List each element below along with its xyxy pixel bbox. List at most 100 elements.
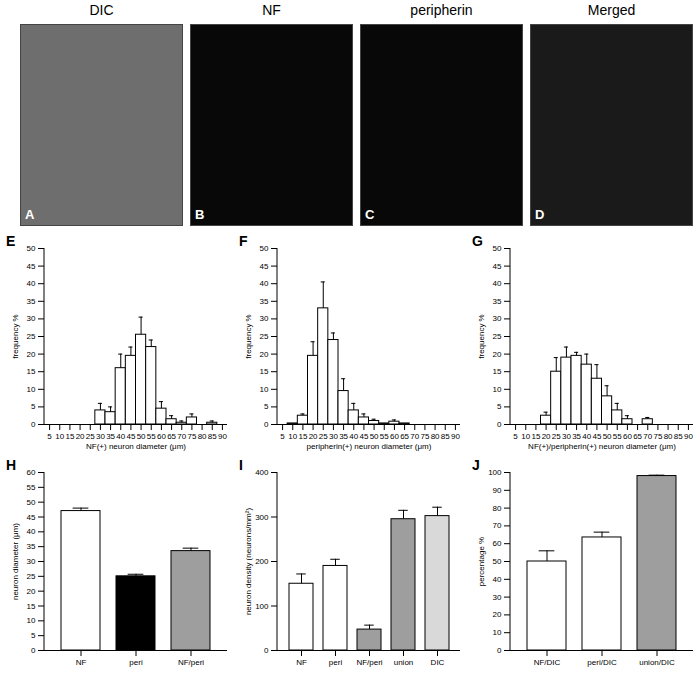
svg-text:frequency %: frequency % <box>11 314 20 358</box>
svg-text:20: 20 <box>260 350 269 359</box>
svg-text:55: 55 <box>380 432 389 441</box>
svg-text:union: union <box>394 658 414 667</box>
svg-text:30: 30 <box>562 432 571 441</box>
svg-text:60: 60 <box>390 432 399 441</box>
svg-text:40: 40 <box>260 279 269 288</box>
svg-text:NF/DIC: NF/DIC <box>534 658 561 667</box>
svg-text:75: 75 <box>187 432 196 441</box>
svg-text:55: 55 <box>613 432 622 441</box>
svg-text:200: 200 <box>255 557 269 566</box>
svg-text:90: 90 <box>493 486 502 495</box>
svg-text:25: 25 <box>319 432 328 441</box>
svg-text:35: 35 <box>27 542 36 551</box>
svg-text:90: 90 <box>218 432 227 441</box>
svg-text:NF: NF <box>296 658 307 667</box>
svg-text:20: 20 <box>27 587 36 596</box>
svg-text:neuron density (neurons/mm²): neuron density (neurons/mm²) <box>244 508 253 615</box>
svg-text:5: 5 <box>264 402 269 411</box>
svg-text:15: 15 <box>27 602 36 611</box>
svg-text:25: 25 <box>86 432 95 441</box>
svg-text:50: 50 <box>493 244 502 253</box>
svg-text:neuron diameter (μm): neuron diameter (μm) <box>11 523 20 600</box>
svg-text:80: 80 <box>198 432 207 441</box>
svg-text:NF/peri: NF/peri <box>178 658 204 667</box>
svg-text:DIC: DIC <box>431 658 445 667</box>
svg-text:15: 15 <box>65 432 74 441</box>
svg-text:40: 40 <box>27 527 36 536</box>
svg-text:30: 30 <box>329 432 338 441</box>
svg-text:20: 20 <box>27 350 36 359</box>
svg-text:85: 85 <box>441 432 450 441</box>
svg-text:frequency %: frequency % <box>477 314 486 358</box>
svg-text:peri: peri <box>329 658 343 667</box>
svg-text:20: 20 <box>493 610 502 619</box>
svg-text:70: 70 <box>410 432 419 441</box>
svg-text:50: 50 <box>27 498 36 507</box>
svg-text:40: 40 <box>582 432 591 441</box>
svg-text:80: 80 <box>493 504 502 513</box>
svg-text:35: 35 <box>27 297 36 306</box>
svg-text:union/DIC: union/DIC <box>639 658 675 667</box>
svg-text:NF: NF <box>76 658 87 667</box>
svg-text:35: 35 <box>106 432 115 441</box>
svg-text:0: 0 <box>264 646 269 655</box>
svg-text:20: 20 <box>76 432 85 441</box>
svg-text:30: 30 <box>27 557 36 566</box>
svg-text:70: 70 <box>493 521 502 530</box>
svg-text:20: 20 <box>309 432 318 441</box>
svg-text:45: 45 <box>592 432 601 441</box>
svg-text:10: 10 <box>260 385 269 394</box>
svg-text:30: 30 <box>260 314 269 323</box>
svg-text:frequency %: frequency % <box>244 314 253 358</box>
svg-text:5: 5 <box>31 631 36 640</box>
svg-text:peri: peri <box>129 658 143 667</box>
svg-text:300: 300 <box>255 513 269 522</box>
svg-text:15: 15 <box>298 432 307 441</box>
svg-text:55: 55 <box>147 432 156 441</box>
svg-text:80: 80 <box>431 432 440 441</box>
svg-text:60: 60 <box>27 468 36 477</box>
svg-text:35: 35 <box>493 297 502 306</box>
svg-text:10: 10 <box>288 432 297 441</box>
svg-text:85: 85 <box>208 432 217 441</box>
svg-text:25: 25 <box>552 432 561 441</box>
svg-text:90: 90 <box>684 432 693 441</box>
svg-text:60: 60 <box>493 539 502 548</box>
svg-text:50: 50 <box>27 244 36 253</box>
svg-text:20: 20 <box>542 432 551 441</box>
svg-text:0: 0 <box>31 420 36 429</box>
svg-text:10: 10 <box>55 432 64 441</box>
svg-text:50: 50 <box>137 432 146 441</box>
svg-text:65: 65 <box>633 432 642 441</box>
svg-text:NF(+)/peripherin(+) neuron dia: NF(+)/peripherin(+) neuron diameter (μm) <box>528 442 676 451</box>
svg-text:75: 75 <box>653 432 662 441</box>
svg-text:25: 25 <box>27 572 36 581</box>
svg-text:60: 60 <box>157 432 166 441</box>
svg-text:400: 400 <box>255 468 269 477</box>
svg-text:35: 35 <box>572 432 581 441</box>
svg-text:40: 40 <box>493 279 502 288</box>
svg-text:50: 50 <box>603 432 612 441</box>
svg-text:40: 40 <box>493 575 502 584</box>
svg-text:15: 15 <box>493 367 502 376</box>
svg-text:25: 25 <box>27 332 36 341</box>
svg-text:5: 5 <box>31 402 36 411</box>
svg-text:90: 90 <box>451 432 460 441</box>
svg-text:5: 5 <box>497 402 502 411</box>
svg-text:45: 45 <box>27 262 36 271</box>
svg-text:30: 30 <box>493 314 502 323</box>
svg-text:25: 25 <box>493 332 502 341</box>
svg-text:25: 25 <box>260 332 269 341</box>
svg-text:40: 40 <box>349 432 358 441</box>
svg-text:10: 10 <box>27 616 36 625</box>
svg-text:55: 55 <box>27 483 36 492</box>
svg-text:45: 45 <box>27 513 36 522</box>
svg-text:30: 30 <box>493 593 502 602</box>
svg-text:45: 45 <box>359 432 368 441</box>
svg-text:50: 50 <box>370 432 379 441</box>
svg-text:40: 40 <box>116 432 125 441</box>
svg-text:50: 50 <box>493 557 502 566</box>
svg-text:10: 10 <box>493 628 502 637</box>
svg-text:0: 0 <box>497 646 502 655</box>
svg-text:percentage %: percentage % <box>477 537 486 586</box>
